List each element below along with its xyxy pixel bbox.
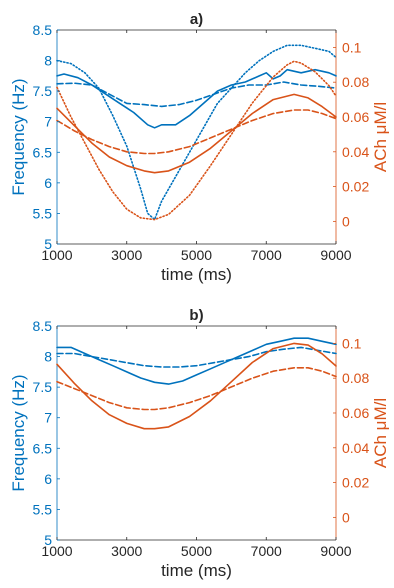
y-left-tick-label: 5.5 (33, 501, 53, 517)
y-left-tick-label: 8 (44, 53, 52, 69)
y-left-tick-label: 7 (44, 114, 52, 130)
y-left-tick-label: 8 (44, 349, 52, 365)
series-line-right-dotted (56, 60, 337, 221)
x-tick-label: 5000 (181, 543, 212, 559)
x-tick-label: 3000 (111, 543, 142, 559)
y-left-tick-label: 8.5 (33, 318, 53, 334)
x-tick-label: 1000 (41, 247, 72, 263)
series-line-left-solid (56, 68, 337, 129)
x-tick-label: 3000 (111, 247, 142, 263)
y-right-tick-label: 0 (342, 213, 350, 229)
panel-b: 1000 3000 5000 7000 9000 5 5.5 6 6.5 7 7.5 8 8.5 0 0.0… (9, 307, 390, 580)
x-tick-label: 5000 (181, 247, 212, 263)
series-line-left-dashed (56, 81, 337, 108)
y-left-tick-label: 6.5 (33, 440, 53, 456)
y-left-axis-label: Frequency (Hz) (9, 78, 28, 195)
x-axis-label: time (ms) (161, 561, 232, 580)
y-right-tick-label: 0.02 (342, 475, 369, 491)
series-line-right-dashed (56, 367, 337, 411)
y-right-tick-label: 0.04 (342, 144, 369, 160)
y-left-tick-label: 6.5 (33, 144, 53, 160)
series-line-left-solid (56, 337, 337, 385)
x-tick-label: 9000 (320, 247, 351, 263)
panel-a: 1000 3000 5000 7000 9000 5 5.5 6 6.5 7 7.5 8 8.5 0 0.0… (9, 11, 390, 284)
y-right-tick-label: 0.04 (342, 440, 369, 456)
x-tick-label: 1000 (41, 543, 72, 559)
y-right-tick-label: 0.06 (342, 405, 369, 421)
y-right-tick-label: 0.08 (342, 74, 369, 90)
y-right-tick-label: 0 (342, 509, 350, 525)
y-left-tick-label: 6 (44, 175, 52, 191)
x-axis-label: time (ms) (161, 265, 232, 284)
y-right-tick-label: 0.06 (342, 109, 369, 125)
y-left-tick-label: 5 (44, 236, 52, 252)
y-left-axis-label: Frequency (Hz) (9, 374, 28, 491)
y-left-tick-label: 8.5 (33, 22, 53, 38)
series-line-left-dashed (56, 346, 337, 368)
y-right-tick-label: 0.02 (342, 179, 369, 195)
chart-title: a) (190, 11, 203, 28)
series-line-left-dotted (56, 44, 337, 221)
y-right-axis-label: ACh μM/l (371, 102, 390, 172)
y-left-tick-label: 5.5 (33, 205, 53, 221)
series-line-right-solid (56, 93, 337, 174)
chart-title: b) (189, 307, 203, 324)
series-line-right-dashed (56, 109, 337, 155)
x-tick-label: 9000 (320, 543, 351, 559)
y-left-tick-label: 5 (44, 532, 52, 548)
x-tick-label: 7000 (251, 543, 282, 559)
y-right-tick-label: 0.1 (342, 39, 362, 55)
y-right-tick-label: 0.08 (342, 370, 369, 386)
series-line-right-solid (56, 342, 337, 430)
y-right-axis-label: ACh μM/l (371, 398, 390, 468)
x-tick-label: 7000 (251, 247, 282, 263)
y-right-tick-label: 0.1 (342, 335, 362, 351)
y-left-tick-label: 7.5 (33, 379, 53, 395)
y-left-tick-label: 7.5 (33, 83, 53, 99)
y-left-tick-label: 6 (44, 471, 52, 487)
y-left-tick-label: 7 (44, 410, 52, 426)
